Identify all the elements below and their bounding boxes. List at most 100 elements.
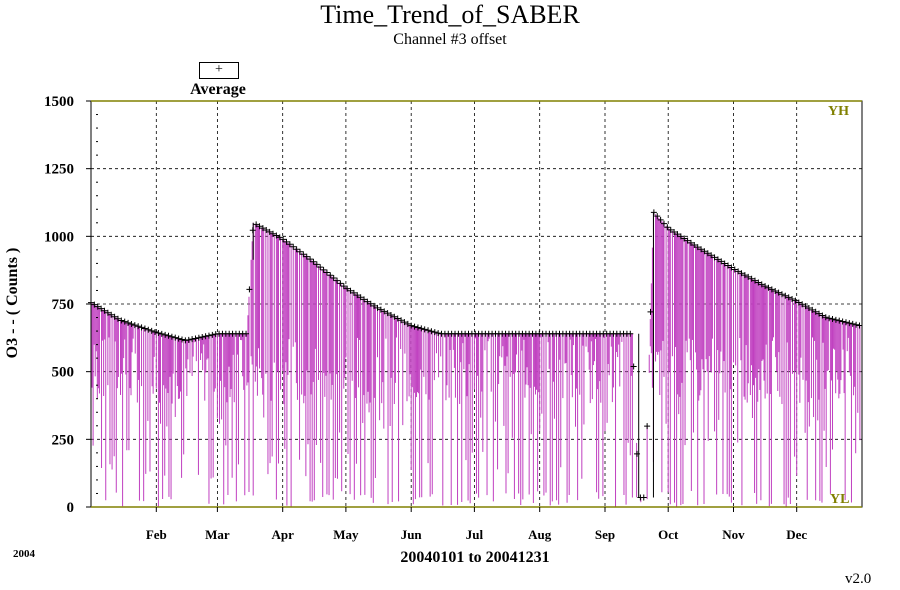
average-marker <box>266 228 273 235</box>
average-marker <box>650 209 657 216</box>
average-marker <box>634 450 641 457</box>
average-marker <box>290 243 297 250</box>
average-marker <box>849 320 856 327</box>
average-marker <box>664 224 671 231</box>
average-marker <box>283 238 290 245</box>
average-marker <box>677 233 684 240</box>
average-marker <box>286 241 293 248</box>
average-marker <box>320 266 327 273</box>
average-marker <box>270 230 277 237</box>
average-marker <box>350 289 357 296</box>
average-marker <box>819 312 826 319</box>
average-marker <box>141 325 148 332</box>
average-marker <box>303 253 310 260</box>
average-marker <box>856 322 863 329</box>
chart-title: Time_Trend_of_SABER <box>320 0 580 29</box>
average-marker <box>738 270 745 277</box>
average-marker <box>755 279 762 286</box>
average-marker <box>644 423 651 430</box>
average-marker <box>155 330 162 336</box>
average-marker <box>111 313 118 320</box>
average-marker <box>125 319 132 326</box>
average-marker <box>414 324 421 331</box>
x-tick-label: Aug <box>528 527 552 542</box>
average-marker <box>428 328 435 335</box>
average-marker <box>259 225 266 232</box>
y-tick-label: 750 <box>52 297 75 313</box>
average-marker <box>654 213 661 220</box>
average-marker-layer <box>88 209 863 501</box>
average-marker <box>280 236 287 243</box>
y-tick-label: 0 <box>67 500 75 516</box>
average-marker <box>431 329 438 336</box>
average-marker <box>179 336 186 343</box>
average-marker <box>273 232 280 239</box>
average-marker <box>357 294 364 301</box>
average-marker <box>361 296 368 303</box>
average-marker <box>758 281 765 288</box>
average-marker <box>829 316 836 323</box>
average-marker <box>256 223 263 230</box>
average-marker <box>253 221 260 228</box>
average-marker <box>812 308 819 315</box>
average-marker <box>748 275 755 282</box>
average-marker <box>681 235 688 242</box>
average-marker <box>778 291 785 298</box>
average-marker <box>792 297 799 304</box>
average-marker <box>128 320 135 327</box>
average-marker <box>340 283 347 290</box>
average-marker <box>718 258 725 265</box>
average-marker <box>836 317 843 324</box>
average-marker <box>704 250 711 257</box>
average-marker <box>91 301 98 308</box>
average-marker <box>104 309 111 316</box>
x-tick-label: Dec <box>786 527 807 542</box>
average-marker <box>721 260 728 267</box>
average-marker <box>711 254 718 261</box>
average-marker <box>765 284 772 291</box>
average-marker <box>330 274 337 281</box>
y-tick-label: 500 <box>52 365 75 381</box>
average-marker <box>768 286 775 293</box>
series-layer <box>90 211 861 507</box>
average-marker <box>425 327 432 334</box>
average-marker <box>148 327 155 334</box>
average-marker <box>249 227 256 234</box>
average-marker <box>698 246 705 253</box>
average-marker <box>839 318 846 325</box>
average-marker <box>789 296 796 303</box>
average-marker <box>421 326 428 333</box>
average-marker <box>809 306 816 313</box>
axis-layer: 0 250 500 750 1000 1250 1500 Feb Mar Apr May Jun Jul… <box>44 94 863 542</box>
average-marker <box>313 261 320 268</box>
average-marker <box>671 229 678 236</box>
average-marker <box>816 310 823 317</box>
average-marker <box>293 246 300 253</box>
legend-marker-box: + <box>199 62 239 79</box>
average-marker <box>168 333 175 340</box>
average-marker <box>364 298 371 305</box>
average-marker <box>327 272 334 279</box>
average-marker <box>782 292 789 299</box>
x-tick-label: Sep <box>595 527 615 542</box>
average-marker <box>387 311 394 318</box>
average-marker <box>411 323 418 330</box>
average-marker <box>175 335 182 342</box>
average-marker <box>735 268 742 275</box>
average-marker <box>162 331 169 338</box>
average-marker <box>802 303 809 310</box>
average-marker <box>687 239 694 246</box>
average-marker <box>121 318 128 325</box>
average-marker <box>307 256 314 263</box>
average-marker <box>667 226 674 233</box>
average-marker <box>185 336 192 343</box>
average-marker <box>772 287 779 294</box>
average-marker <box>741 272 748 279</box>
average-marker <box>826 315 833 322</box>
x-tick-label: Feb <box>146 527 167 542</box>
average-marker <box>630 363 637 370</box>
average-marker <box>853 321 860 328</box>
average-marker <box>398 317 405 324</box>
average-marker <box>246 286 253 293</box>
